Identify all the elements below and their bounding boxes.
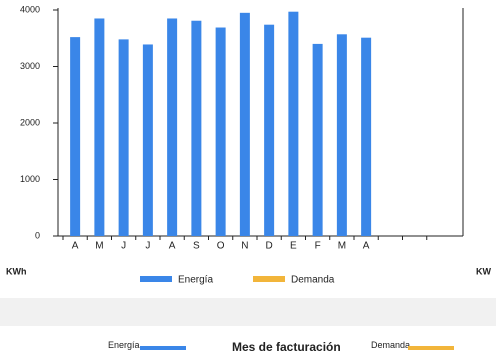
footer-title: Mes de facturación <box>232 340 341 354</box>
energy-label: Energía <box>108 340 140 350</box>
y-tick-label: 3000 <box>20 61 40 71</box>
x-tick-label: E <box>290 241 297 252</box>
y-tick-label: 1000 <box>20 174 40 184</box>
x-tick-label: N <box>241 241 248 252</box>
x-tick-label: S <box>193 241 200 252</box>
x-tick-label: A <box>169 241 176 252</box>
bar <box>336 34 347 236</box>
y-tick-label: 0 <box>35 230 40 240</box>
legend-swatch <box>253 276 285 282</box>
bar <box>167 18 178 236</box>
x-tick-label: A <box>363 241 370 252</box>
y2-axis-label: KW <box>476 266 491 276</box>
bar <box>361 37 372 237</box>
bar <box>70 37 81 237</box>
bar <box>239 12 250 237</box>
y-axis-label: KWh <box>6 266 27 276</box>
chart: KWh KW 0 1000 2000 3000 4000 A M J J A S O N D E F M A Ene… <box>6 4 491 286</box>
x-tick-label: F <box>315 241 321 252</box>
bar <box>215 27 226 236</box>
legend-label: Demanda <box>291 275 335 286</box>
x-tick-label: J <box>121 241 126 252</box>
x-tick-label: O <box>217 241 225 252</box>
bar <box>191 20 202 236</box>
x-tick-label: M <box>95 241 103 252</box>
y-tick-label: 4000 <box>20 4 40 14</box>
bar <box>94 18 105 236</box>
demand-label: Demanda <box>371 340 411 350</box>
energy-swatch <box>140 346 186 350</box>
x-tick-label: M <box>338 241 346 252</box>
demand-swatch <box>408 346 454 350</box>
legend-label: Energía <box>178 275 213 286</box>
y-tick-label: 2000 <box>20 117 40 127</box>
bar <box>312 43 323 237</box>
legend-swatch <box>140 276 172 282</box>
x-tick-label: A <box>72 241 79 252</box>
bar <box>288 11 299 236</box>
x-tick-label: D <box>266 241 273 252</box>
bar <box>264 24 275 236</box>
x-tick-label: J <box>145 241 150 252</box>
strip <box>0 298 496 326</box>
footer: Energía Mes de facturación Demanda <box>0 336 496 356</box>
bar <box>118 39 129 236</box>
bar <box>142 44 153 237</box>
